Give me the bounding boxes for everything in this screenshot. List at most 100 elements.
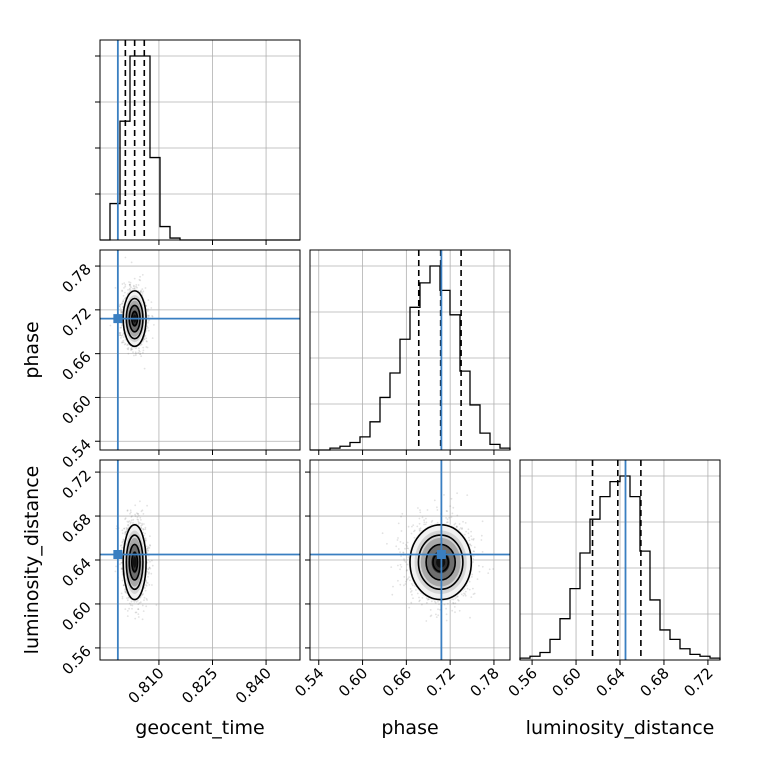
sample-point xyxy=(140,524,143,527)
sample-point xyxy=(136,518,139,521)
sample-point xyxy=(121,283,124,285)
sample-point xyxy=(132,287,134,290)
sample-point xyxy=(147,320,150,322)
sample-point xyxy=(403,584,405,587)
sample-point xyxy=(141,594,144,596)
sample-point xyxy=(119,326,122,329)
sample-point xyxy=(137,514,140,517)
sample-point xyxy=(143,534,146,537)
truth-point xyxy=(113,314,123,324)
sample-point xyxy=(138,278,141,281)
sample-point xyxy=(434,600,436,603)
density-contour xyxy=(128,543,141,581)
sample-point xyxy=(410,583,413,585)
sample-point xyxy=(412,524,415,526)
sample-point xyxy=(121,289,123,292)
sample-point xyxy=(142,513,145,515)
sample-point xyxy=(147,559,150,561)
sample-point xyxy=(446,518,449,521)
sample-point xyxy=(122,294,125,297)
sample-point xyxy=(139,516,142,519)
sample-point xyxy=(443,603,446,606)
sample-point xyxy=(406,578,408,581)
sample-point xyxy=(144,532,147,535)
sample-point xyxy=(125,526,128,529)
sample-point xyxy=(137,519,140,521)
sample-point xyxy=(472,539,475,541)
sample-point xyxy=(121,546,123,549)
sample-point xyxy=(122,584,125,587)
data-layer xyxy=(100,40,721,660)
sample-point xyxy=(129,285,132,288)
sample-point xyxy=(143,367,146,370)
sample-point xyxy=(150,572,153,575)
sample-point xyxy=(146,346,149,349)
sample-point xyxy=(147,575,149,578)
sample-point xyxy=(407,577,409,580)
sample-point xyxy=(453,606,456,608)
sample-point xyxy=(131,604,134,607)
sample-point xyxy=(397,537,399,539)
sample-point xyxy=(397,579,399,582)
sample-point xyxy=(134,351,137,354)
sample-point xyxy=(443,494,445,496)
sample-point xyxy=(421,603,423,606)
sample-point xyxy=(145,597,148,600)
sample-point xyxy=(416,592,419,595)
sample-point xyxy=(146,561,149,564)
sample-point xyxy=(445,517,447,519)
sample-point xyxy=(121,311,123,314)
sample-point xyxy=(145,330,148,332)
sample-point xyxy=(131,515,133,517)
sample-point xyxy=(454,611,456,614)
sample-point xyxy=(127,523,130,526)
sample-point xyxy=(400,515,402,518)
sample-point xyxy=(446,521,449,524)
sample-point xyxy=(436,506,438,509)
sample-point xyxy=(381,532,384,535)
sample-point xyxy=(135,601,138,603)
sample-point xyxy=(145,346,148,348)
sample-point xyxy=(404,547,406,550)
sample-point xyxy=(125,528,128,530)
sample-point xyxy=(400,530,403,532)
sample-point xyxy=(123,287,125,289)
xtick-label-geocent_time: 0.825 xyxy=(178,664,221,707)
sample-point xyxy=(405,569,408,572)
sample-point xyxy=(145,539,147,541)
sample-point xyxy=(134,617,137,620)
sample-point xyxy=(445,619,448,622)
sample-point xyxy=(147,329,150,332)
sample-point xyxy=(127,524,129,527)
sample-point xyxy=(142,346,145,349)
sample-point xyxy=(459,527,462,529)
sample-point xyxy=(148,566,151,569)
sample-point xyxy=(150,307,153,309)
sample-point xyxy=(454,597,457,600)
sample-point xyxy=(425,620,428,622)
density-contour xyxy=(122,524,147,601)
sample-point xyxy=(147,314,149,317)
sample-point xyxy=(468,580,471,583)
sample-point xyxy=(134,513,137,516)
sample-point xyxy=(452,602,455,605)
sample-point xyxy=(127,521,130,523)
sample-point xyxy=(155,604,158,606)
sample-point xyxy=(445,521,448,524)
sample-point xyxy=(144,528,147,531)
sample-point xyxy=(446,602,449,605)
sample-point xyxy=(128,281,130,283)
sample-point xyxy=(138,349,141,352)
sample-point xyxy=(136,512,138,515)
sample-point xyxy=(466,494,469,496)
sample-point xyxy=(127,289,129,291)
sample-point xyxy=(133,288,136,290)
sample-point xyxy=(462,594,465,597)
sample-point xyxy=(119,563,121,565)
sample-point xyxy=(137,284,140,286)
histogram-phase xyxy=(310,265,511,451)
sample-point xyxy=(151,315,154,317)
sample-point xyxy=(124,256,127,259)
sample-point xyxy=(141,340,144,343)
sample-point xyxy=(140,527,143,530)
